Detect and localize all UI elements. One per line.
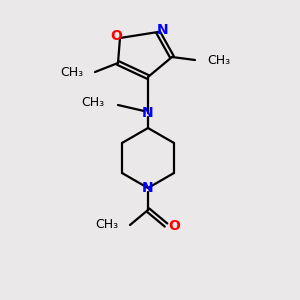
Text: N: N bbox=[142, 181, 154, 195]
Text: CH₃: CH₃ bbox=[81, 97, 104, 110]
Text: N: N bbox=[157, 23, 169, 37]
Text: O: O bbox=[168, 219, 180, 233]
Text: CH₃: CH₃ bbox=[60, 65, 83, 79]
Text: CH₃: CH₃ bbox=[207, 53, 230, 67]
Text: CH₃: CH₃ bbox=[95, 218, 118, 232]
Text: O: O bbox=[110, 29, 122, 43]
Text: N: N bbox=[142, 106, 154, 120]
